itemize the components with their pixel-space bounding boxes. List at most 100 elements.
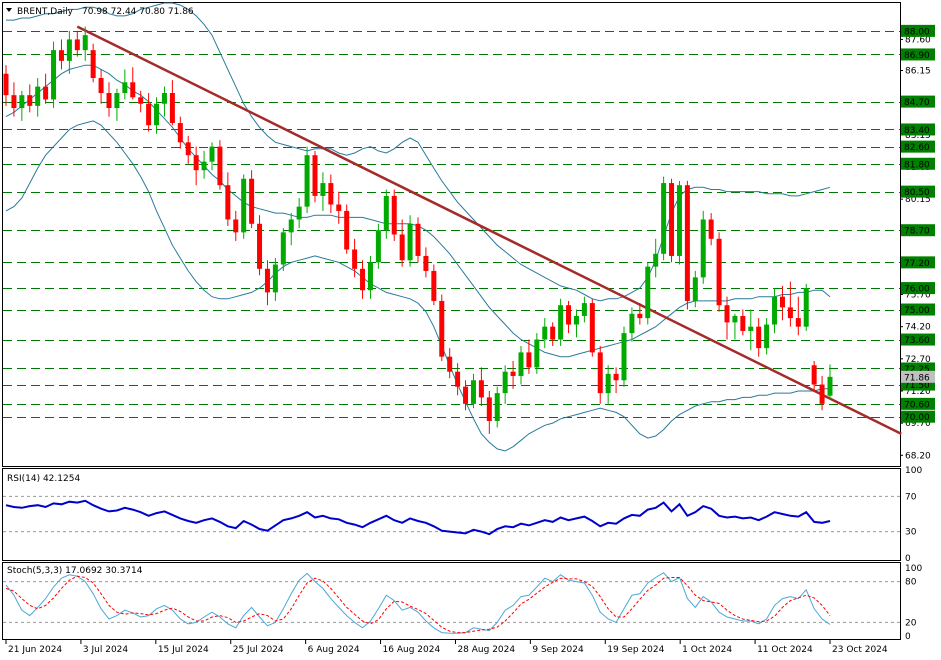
price-tick-label: 69.70 bbox=[905, 419, 931, 429]
candle-body bbox=[51, 50, 57, 100]
level-tag-label: 80.50 bbox=[904, 188, 930, 198]
candle-body bbox=[336, 204, 342, 211]
candle-body bbox=[581, 303, 587, 316]
level-tag bbox=[901, 333, 935, 346]
candle-body bbox=[811, 365, 817, 385]
stoch-signal-line bbox=[5, 575, 831, 634]
candle-body bbox=[653, 253, 659, 267]
candle-body bbox=[645, 266, 651, 319]
candle-body bbox=[375, 230, 381, 263]
candle-body bbox=[510, 371, 516, 376]
candle-body bbox=[122, 82, 128, 94]
candle-body bbox=[249, 178, 255, 224]
candle-body bbox=[217, 146, 223, 186]
price-tick-label: 72.70 bbox=[905, 355, 931, 365]
current-price-tag bbox=[901, 370, 935, 383]
level-tag-label: 77.20 bbox=[904, 259, 930, 269]
level-tag-label: 70.60 bbox=[904, 400, 930, 410]
trendline bbox=[76, 25, 902, 435]
candle-body bbox=[669, 183, 675, 256]
candle-body bbox=[447, 356, 453, 372]
date-tick-label: 21 Jun 2024 bbox=[8, 645, 62, 655]
date-tick-label: 9 Sep 2024 bbox=[532, 645, 584, 655]
stoch-tick-label: 0 bbox=[905, 632, 911, 642]
candle-body bbox=[463, 386, 469, 404]
candle-body bbox=[795, 318, 801, 327]
date-tick-label: 25 Jul 2024 bbox=[233, 645, 284, 655]
candle-body bbox=[193, 155, 199, 171]
date-axis: 21 Jun 2024 3 Jul 2024 15 Jul 2024 25 Jul 2… bbox=[5, 640, 888, 655]
candle-body bbox=[787, 307, 793, 319]
date-tick-label: 1 Oct 2024 bbox=[682, 645, 732, 655]
candle-body bbox=[209, 146, 215, 162]
downtrend-line bbox=[76, 25, 902, 435]
candle-body bbox=[526, 352, 532, 368]
candle-body bbox=[486, 397, 492, 421]
candle-body bbox=[296, 206, 302, 220]
candle-body bbox=[257, 223, 263, 269]
candle-body bbox=[11, 95, 17, 109]
candle-body bbox=[312, 155, 318, 196]
price-tick-label: 87.60 bbox=[905, 35, 931, 45]
candle-body bbox=[19, 95, 25, 109]
candle-body bbox=[407, 223, 413, 261]
candle-body bbox=[201, 161, 207, 171]
candle-body bbox=[177, 123, 183, 143]
stoch-panel-frame bbox=[2, 562, 901, 640]
candle-body bbox=[328, 183, 334, 205]
candle-body bbox=[478, 380, 484, 398]
level-tag-label: 78.70 bbox=[904, 227, 930, 237]
level-tag-label: 73.60 bbox=[904, 336, 930, 346]
candle-body bbox=[114, 93, 120, 109]
candle-body bbox=[629, 313, 635, 334]
candle-body bbox=[106, 93, 112, 109]
level-tag-label: 83.40 bbox=[904, 126, 930, 136]
candle-body bbox=[367, 262, 373, 291]
level-tag-label: 71.50 bbox=[904, 381, 930, 391]
candle-body bbox=[264, 268, 270, 293]
candle-body bbox=[383, 195, 389, 231]
candle-body bbox=[344, 210, 350, 250]
candle-body bbox=[233, 219, 239, 233]
candle-body bbox=[676, 185, 682, 256]
rsi-tick-label: 70 bbox=[905, 492, 917, 502]
symbol-title: BRENT,Daily bbox=[17, 7, 74, 17]
level-tag bbox=[901, 397, 935, 410]
candle-body bbox=[35, 86, 41, 106]
level-tag bbox=[901, 410, 935, 423]
rsi-tick-label: 0 bbox=[905, 554, 911, 564]
stoch-tick-label: 80 bbox=[905, 578, 917, 588]
candle-body bbox=[597, 352, 603, 394]
ohlc-readout: 70.98 72.44 70.80 71.86 bbox=[82, 7, 194, 17]
candle-body bbox=[518, 352, 524, 376]
candle-body bbox=[360, 268, 366, 291]
candle-body bbox=[566, 305, 572, 325]
candles bbox=[3, 26, 833, 434]
level-tag bbox=[901, 48, 935, 61]
candle-body bbox=[66, 39, 72, 61]
stoch-indicator: 100 80 20 0 bbox=[3, 564, 922, 642]
candle-body bbox=[304, 155, 310, 207]
level-tag bbox=[901, 157, 935, 170]
date-tick-label: 6 Aug 2024 bbox=[308, 645, 360, 655]
date-tick-label: 11 Oct 2024 bbox=[757, 645, 813, 655]
candle-body bbox=[621, 333, 627, 381]
candle-body bbox=[779, 296, 785, 308]
candle-body bbox=[320, 183, 326, 196]
level-tag-label: 88.00 bbox=[904, 27, 930, 37]
price-tick-label: 68.20 bbox=[905, 451, 931, 461]
candle-body bbox=[352, 249, 358, 269]
level-tag bbox=[901, 282, 935, 295]
candle-body bbox=[161, 93, 167, 104]
date-tick-label: 16 Aug 2024 bbox=[383, 645, 441, 655]
candle-body bbox=[423, 255, 429, 271]
price-tick-label: 83.15 bbox=[905, 131, 931, 141]
date-tick-label: 19 Sep 2024 bbox=[607, 645, 664, 655]
candle-body bbox=[534, 339, 540, 368]
candle-body bbox=[272, 264, 278, 293]
candle-body bbox=[748, 326, 754, 331]
candle-body bbox=[154, 103, 160, 126]
symbol-menu-triangle-icon[interactable] bbox=[6, 8, 12, 12]
candle-body bbox=[138, 97, 144, 104]
